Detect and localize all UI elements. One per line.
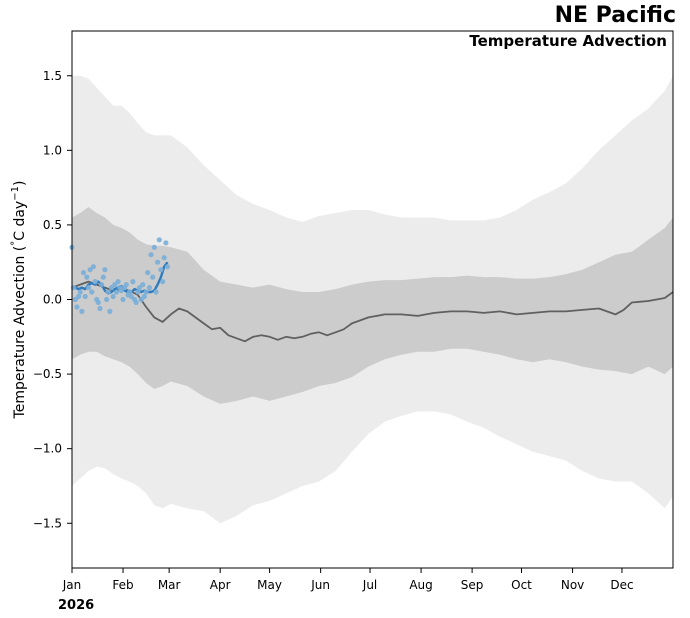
x-axis-year-label: 2026 bbox=[58, 598, 95, 613]
x-tick-label: Dec bbox=[610, 578, 633, 592]
daily-point bbox=[74, 304, 80, 310]
daily-point bbox=[123, 282, 129, 288]
daily-point bbox=[95, 299, 101, 306]
y-axis-label: Temperature Advection (°C day−1) bbox=[10, 181, 28, 420]
daily-point bbox=[140, 282, 146, 288]
climatology-line bbox=[71, 280, 674, 343]
daily-point bbox=[72, 296, 78, 303]
daily-point bbox=[90, 264, 96, 270]
daily-point bbox=[99, 282, 105, 288]
daily-point bbox=[79, 308, 85, 314]
daily-point bbox=[127, 289, 133, 295]
y-tick-label: 0.5 bbox=[43, 218, 62, 232]
daily-point bbox=[155, 259, 161, 265]
daily-point bbox=[128, 293, 134, 300]
x-tick-label: Jul bbox=[362, 578, 377, 592]
daily-point bbox=[113, 289, 120, 295]
data-points bbox=[69, 237, 171, 314]
daily-point bbox=[92, 279, 98, 285]
x-axis: Jan Feb Mar Apr May Jun Jul Aug Sep Oct Nov Dec bbox=[62, 568, 634, 592]
x-tick-label: Sep bbox=[461, 578, 484, 592]
daily-point bbox=[100, 274, 106, 280]
x-tick-label: Apr bbox=[210, 578, 231, 592]
x-tick-label: Jan bbox=[62, 578, 82, 592]
x-tick-label: Mar bbox=[158, 578, 181, 592]
daily-point bbox=[136, 285, 143, 291]
daily-point bbox=[76, 293, 82, 300]
daily-point bbox=[150, 274, 156, 280]
daily-point bbox=[82, 293, 88, 300]
x-tick-label: Jun bbox=[310, 578, 330, 592]
daily-point bbox=[133, 299, 139, 306]
daily-point bbox=[160, 279, 166, 285]
daily-point bbox=[108, 285, 115, 291]
daily-point bbox=[146, 285, 152, 291]
y-tick-label: −0.5 bbox=[33, 367, 62, 381]
daily-point bbox=[115, 279, 121, 285]
y-tick-label: 0.0 bbox=[43, 293, 62, 307]
y-label-degree: ° bbox=[10, 241, 21, 246]
range-bands bbox=[72, 75, 673, 524]
daily-point bbox=[105, 289, 111, 295]
y-label-close: ) bbox=[12, 181, 28, 186]
daily-point bbox=[158, 267, 164, 273]
x-tick-label: Oct bbox=[511, 578, 532, 592]
daily-point bbox=[120, 296, 126, 303]
daily-point bbox=[161, 255, 167, 261]
x-tick-label: May bbox=[257, 578, 282, 592]
y-tick-label: 1.5 bbox=[43, 69, 62, 83]
daily-point bbox=[141, 293, 147, 300]
daily-point bbox=[104, 296, 110, 303]
y-axis: −1.5 −1.0 −0.5 0.0 0.5 1.0 1.5 bbox=[33, 69, 72, 530]
daily-point bbox=[156, 237, 162, 243]
x-tick-label: Feb bbox=[112, 578, 133, 592]
inner-range-band bbox=[72, 207, 673, 404]
daily-point bbox=[87, 267, 93, 273]
daily-point bbox=[118, 288, 124, 294]
daily-point bbox=[77, 289, 83, 295]
daily-point bbox=[80, 270, 87, 276]
x-tick-label: Aug bbox=[409, 578, 432, 592]
y-tick-label: −1.5 bbox=[33, 516, 62, 530]
y-label-main: Temperature Advection ( bbox=[12, 246, 28, 420]
daily-point bbox=[89, 289, 95, 295]
daily-point bbox=[164, 264, 171, 270]
daily-point bbox=[130, 279, 136, 285]
chart-subtitle: Temperature Advection bbox=[469, 32, 667, 50]
daily-point bbox=[143, 289, 149, 295]
daily-point bbox=[84, 274, 90, 280]
daily-point bbox=[112, 282, 118, 288]
daily-point bbox=[145, 270, 151, 276]
y-tick-label: −1.0 bbox=[33, 442, 62, 456]
daily-point bbox=[153, 289, 159, 295]
daily-point bbox=[97, 305, 103, 312]
daily-point bbox=[148, 252, 154, 258]
x-tick-label: Nov bbox=[561, 578, 584, 592]
chart-title: NE Pacific bbox=[554, 3, 676, 28]
y-tick-label: 1.0 bbox=[43, 143, 62, 157]
daily-point bbox=[85, 285, 92, 291]
daily-point bbox=[110, 293, 116, 300]
daily-point bbox=[102, 267, 108, 273]
daily-point bbox=[163, 240, 169, 246]
daily-point bbox=[107, 308, 113, 314]
daily-point bbox=[135, 289, 141, 295]
daily-point bbox=[151, 244, 157, 250]
y-label-unit: C day bbox=[12, 201, 28, 241]
y-label-exponent: −1 bbox=[10, 186, 21, 201]
